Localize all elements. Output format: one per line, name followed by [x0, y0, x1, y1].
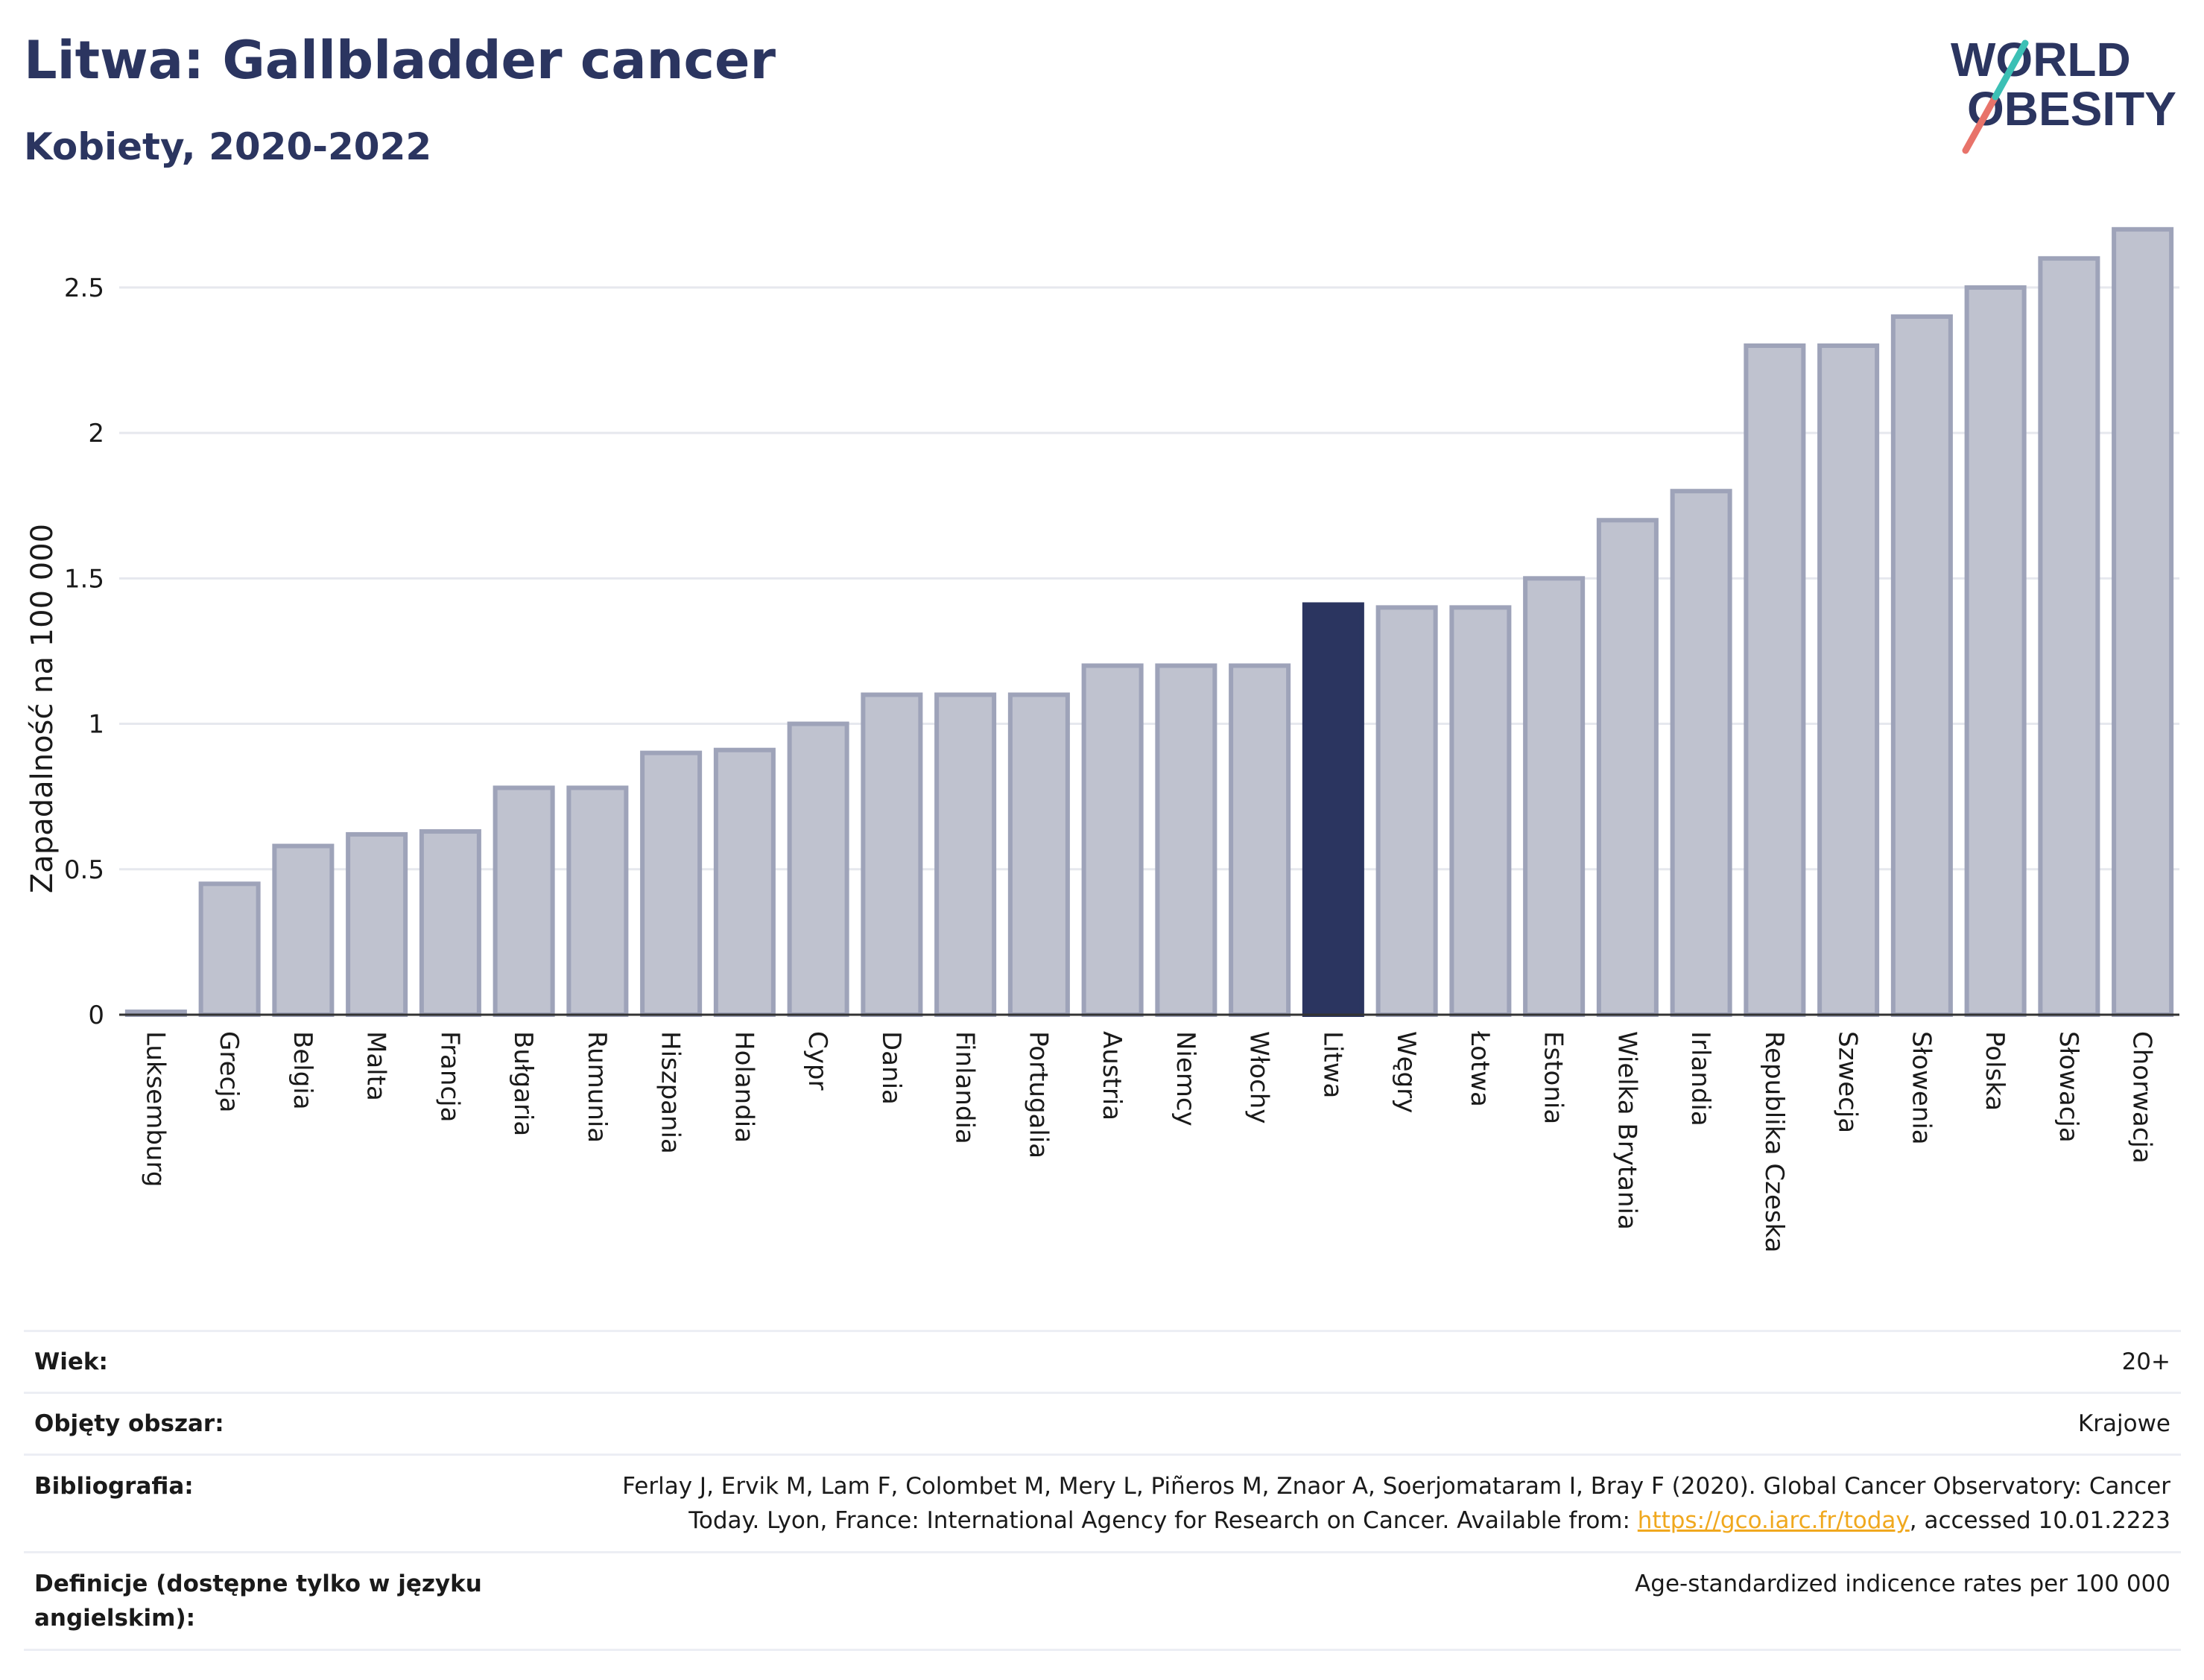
info-label: Definicje (dostępne tylko w języku angie… — [34, 1570, 482, 1632]
x-tick-label: Słowacja — [2053, 1031, 2083, 1143]
x-tick-label: Łotwa — [1465, 1030, 1495, 1107]
bar-hiszpania — [640, 750, 703, 1018]
x-tick-label: Cypr — [802, 1031, 832, 1090]
bar-rumunia — [566, 785, 629, 1018]
x-tick-label: Luksemburg — [140, 1031, 170, 1187]
info-label: Objęty obszar: — [34, 1410, 224, 1437]
bar-grecja — [198, 881, 261, 1018]
x-tick-label: Wielka Brytania — [1612, 1031, 1641, 1230]
bar-francja — [419, 829, 481, 1018]
x-tick-label: Finlandia — [950, 1031, 980, 1144]
bar-niemcy — [1155, 663, 1217, 1017]
x-tick-label: Dania — [876, 1031, 906, 1105]
x-tick-label: Polska — [1980, 1031, 2010, 1111]
bar-irlandia — [1670, 489, 1732, 1017]
bar-słowacja — [2038, 256, 2100, 1017]
info-label: Bibliografia: — [34, 1473, 194, 1500]
x-tick-label: Węgry — [1391, 1031, 1421, 1113]
x-tick-label: Włochy — [1244, 1031, 1274, 1123]
x-tick-label: Chorwacja — [2127, 1031, 2157, 1164]
bar-polska — [1964, 285, 2027, 1018]
bar-chart: 0 0.5 1 1.5 2 2.5 Luksemburg Grecja Belgia Malta… — [25, 226, 2179, 1253]
y-tick-labels: 0 0.5 1 1.5 2 2.5 — [64, 273, 104, 1030]
chart-subtitle: Kobiety, 2020-2022 — [24, 125, 432, 168]
bar-łotwa — [1449, 605, 1512, 1017]
y-axis-label: Zapadalność na 100 000 — [25, 524, 60, 893]
y-tick-label: 2 — [88, 419, 104, 448]
bar-estonia — [1523, 576, 1586, 1017]
x-tick-label: Litwa — [1317, 1031, 1347, 1098]
bar-finlandia — [934, 692, 997, 1017]
bars — [124, 226, 2174, 1018]
x-tick-label: Estonia — [1539, 1031, 1568, 1124]
bar-słowenia — [1890, 314, 1953, 1017]
bar-szwecja — [1817, 343, 1880, 1017]
info-row-area: Objęty obszar: Krajowe — [24, 1392, 2181, 1454]
bar-włochy — [1229, 663, 1291, 1017]
x-tick-label: Francja — [434, 1031, 464, 1122]
bar-belgia — [272, 843, 335, 1017]
bar-malta — [346, 831, 408, 1018]
bar-holandia — [713, 747, 776, 1018]
bibliography-accessed: , accessed 10.01.2223 — [1909, 1507, 2170, 1534]
x-tick-label: Hiszpania — [656, 1031, 685, 1154]
info-row-age: Wiek: 20+ — [24, 1330, 2181, 1392]
x-tick-label: Niemcy — [1171, 1031, 1200, 1126]
x-tick-label: Portugalia — [1023, 1031, 1053, 1158]
bar-chorwacja — [2112, 226, 2174, 1017]
x-tick-labels: Luksemburg Grecja Belgia Malta Francja Bułgar… — [140, 1030, 2156, 1253]
y-tick-label: 0 — [88, 1001, 104, 1030]
info-row-bibliography: Bibliografia: Ferlay J, Ervik M, Lam F, … — [24, 1454, 2181, 1551]
x-tick-label: Szwecja — [1833, 1031, 1863, 1133]
bar-dania — [861, 692, 923, 1017]
x-tick-label: Irlandia — [1685, 1031, 1715, 1126]
x-tick-label: Bułgaria — [508, 1031, 538, 1136]
x-tick-label: Republika Czeska — [1759, 1031, 1789, 1253]
y-tick-label: 1 — [88, 710, 104, 740]
bar-austria — [1081, 663, 1144, 1017]
world-obesity-logo: WORLD OBESITY — [1951, 33, 2176, 154]
logo-line1: WORLD — [1951, 33, 2131, 86]
bar-litwa — [1302, 602, 1364, 1017]
source-link[interactable]: https://gco.iarc.fr/today — [1637, 1507, 1910, 1534]
x-tick-label: Rumunia — [582, 1031, 612, 1143]
bar-wielka-brytania — [1596, 518, 1659, 1017]
info-value: 20+ — [2121, 1348, 2170, 1375]
x-tick-label: Austria — [1097, 1031, 1127, 1120]
x-tick-label: Belgia — [288, 1031, 317, 1110]
info-value: Krajowe — [2077, 1410, 2170, 1437]
x-tick-label: Holandia — [729, 1031, 759, 1143]
bar-bułgaria — [493, 785, 555, 1018]
info-value: Ferlay J, Ervik M, Lam F, Colombet M, Me… — [569, 1469, 2181, 1538]
chart-title: Litwa: Gallbladder cancer — [24, 30, 776, 91]
info-table: Wiek: 20+ Objęty obszar: Krajowe Bibliog… — [24, 1330, 2181, 1651]
x-tick-label: Słowenia — [1906, 1031, 1936, 1145]
info-label: Wiek: — [34, 1348, 108, 1375]
y-tick-label: 2.5 — [64, 273, 104, 303]
info-row-definitions: Definicje (dostępne tylko w języku angie… — [24, 1551, 2181, 1651]
bar-republika-czeska — [1744, 343, 1806, 1017]
y-tick-label: 1.5 — [64, 564, 104, 594]
bibliography-text: Ferlay J, Ervik M, Lam F, Colombet M, Me… — [622, 1473, 2170, 1534]
bar-węgry — [1375, 605, 1438, 1017]
bar-cypr — [787, 721, 849, 1017]
info-value: Age-standardized indicence rates per 100… — [1635, 1570, 2170, 1597]
y-tick-label: 0.5 — [64, 855, 104, 885]
bar-portugalia — [1007, 692, 1070, 1017]
x-tick-label: Malta — [361, 1031, 391, 1101]
x-tick-label: Grecja — [214, 1031, 244, 1112]
